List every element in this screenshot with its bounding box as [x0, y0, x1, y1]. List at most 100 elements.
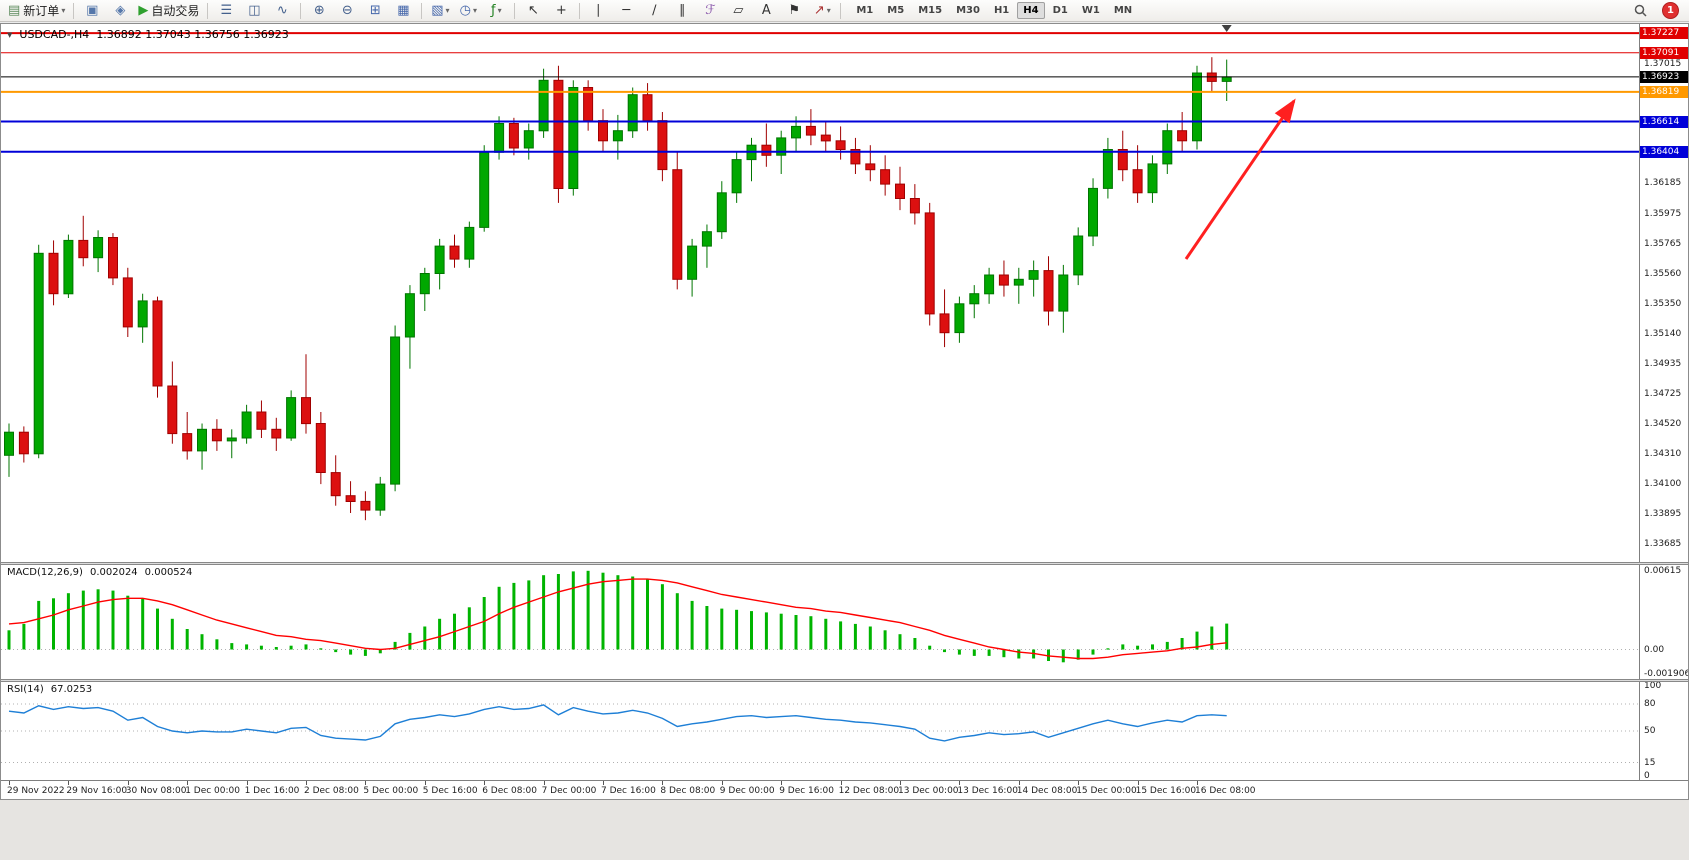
horizontal-line-tool-icon: ─	[622, 3, 631, 18]
rsi-label: RSI(14)	[7, 684, 44, 695]
time-axis-label: 15 Dec 00:00	[1076, 786, 1137, 796]
toolbar-separator	[73, 2, 75, 19]
zoom-out-icon: ⊖	[341, 3, 353, 18]
rsi-axis-label: 50	[1644, 726, 1656, 736]
price-axis-label: 1.34100	[1644, 479, 1682, 490]
time-axis-label: 8 Dec 08:00	[660, 786, 716, 796]
price-axis-label: 1.33895	[1644, 508, 1682, 519]
notification-badge[interactable]: 1	[1662, 2, 1679, 19]
price-axis-label: 1.34725	[1644, 389, 1682, 399]
vertical-line-tool-button[interactable]: ∣	[585, 0, 611, 21]
tile-windows-button[interactable]: ⊞	[362, 0, 388, 21]
timeframe-d1-button[interactable]: D1	[1052, 5, 1068, 16]
time-axis-tick	[603, 781, 604, 785]
fibonacci-tool-button[interactable]: ℱ	[697, 0, 723, 21]
time-axis-tick	[484, 781, 486, 785]
time-axis-label: 16 Dec 08:00	[1195, 786, 1256, 796]
fibonacci-tool-icon: ℱ	[705, 3, 716, 18]
timeframe-m15-button[interactable]: M15	[918, 5, 943, 16]
search-button[interactable]	[1627, 0, 1653, 21]
timeframe-w1-button[interactable]: W1	[1081, 5, 1100, 16]
text-tool-button[interactable]: A	[753, 0, 779, 21]
macd-plot-svg[interactable]	[1, 565, 1639, 679]
macd-panel[interactable]: MACD(12,26,9) 0.002024 0.000524	[1, 565, 1639, 679]
text-tool-icon: A	[761, 3, 771, 18]
collapse-triangle-icon[interactable]: ▼	[7, 30, 13, 39]
panel-divider[interactable]	[1, 562, 1688, 565]
time-axis-tick	[1197, 781, 1198, 785]
price-axis[interactable]: 1.372231.370151.361851.359751.357651.355…	[1639, 24, 1688, 562]
candlestick-chart-type-button[interactable]: ◫	[241, 0, 267, 21]
timeframe-m1-button[interactable]: M1	[856, 5, 874, 16]
time-axis-label: 6 Dec 08:00	[482, 786, 537, 796]
trendline-tool-button[interactable]: ∕	[641, 0, 667, 21]
macd-signal-value: 0.000524	[144, 567, 193, 578]
autotrading-button[interactable]: ▶ 自动交易	[135, 0, 202, 21]
main-plot-svg[interactable]	[1, 24, 1639, 562]
charts-window-button[interactable]: ▣	[79, 0, 105, 21]
time-axis-tick	[246, 781, 248, 785]
arrows-tool-button[interactable]: ↗ ▾	[809, 0, 835, 21]
crosshair-tool-button[interactable]: +	[548, 0, 574, 21]
line-chart-type-button[interactable]: ∿	[269, 0, 295, 21]
window-bottom-area	[0, 800, 1689, 860]
price-axis-label: 1.36185	[1644, 178, 1682, 189]
zoom-in-icon: ⊕	[313, 3, 325, 18]
timeframe-m30-button[interactable]: M30	[956, 5, 980, 16]
price-axis-label: 1.33685	[1644, 539, 1682, 549]
text-label-tool-button[interactable]: ⚑	[781, 0, 807, 21]
line-chart-type-icon: ∿	[276, 3, 288, 18]
time-axis-label: 2 Dec 08:00	[304, 786, 359, 796]
macd-signal-line	[8, 578, 1227, 660]
timeframe-h4-button[interactable]: H4	[1017, 2, 1045, 19]
timeframe-mn-button[interactable]: MN	[1113, 5, 1133, 16]
zoom-out-button[interactable]: ⊖	[334, 0, 360, 21]
channel-tool-icon: ∥	[679, 3, 686, 18]
toolbar-right: 1	[1626, 0, 1685, 21]
main-chart-panel[interactable]: ▼ USDCAD-,H4 1.36892 1.37043 1.36756 1.3…	[1, 24, 1639, 562]
price-tag: 1.36614	[1640, 115, 1688, 128]
rsi-panel[interactable]: RSI(14) 67.0253	[1, 682, 1639, 780]
time-axis-tick	[781, 781, 783, 785]
channel-tool-button[interactable]: ∥	[669, 0, 695, 21]
time-axis-tick	[9, 781, 10, 785]
price-axis-label: 1.34520	[1644, 418, 1682, 429]
new-chart-icon: ▧	[431, 3, 444, 18]
price-tag: 1.36404	[1640, 145, 1688, 158]
timeframe-m5-button[interactable]: M5	[887, 5, 905, 16]
new-order-button[interactable]: ▤ 新订单 ▾	[5, 0, 68, 21]
macd-axis-label: -0.001906	[1644, 669, 1688, 679]
bar-chart-type-button[interactable]: ☰	[213, 0, 239, 21]
chevron-down-icon: ▾	[473, 6, 478, 15]
arrows-tool-icon: ↗	[813, 3, 825, 18]
new-chart-button[interactable]: ▧ ▾	[427, 0, 453, 21]
price-axis-label: 1.35140	[1644, 329, 1682, 340]
tile-windows-icon: ⊞	[369, 3, 381, 18]
indicators-button[interactable]: ƒ ▾	[483, 0, 509, 21]
auto-arrange-button[interactable]: ▦	[390, 0, 416, 21]
timeframe-h1-button[interactable]: H1	[993, 5, 1010, 16]
time-axis-label: 15 Dec 16:00	[1135, 786, 1197, 796]
chevron-down-icon: ▾	[826, 6, 831, 15]
time-axis-label: 1 Dec 16:00	[244, 786, 300, 796]
horizontal-line-tool-button[interactable]: ─	[613, 0, 639, 21]
horizontal-lines-layer	[1, 32, 1639, 153]
chevron-down-icon: ▾	[497, 6, 502, 15]
rsi-axis-label: 15	[1644, 757, 1656, 768]
cursor-tool-button[interactable]: ↖	[520, 0, 546, 21]
price-tag: 1.36819	[1640, 85, 1688, 98]
news-icon: ◈	[115, 3, 126, 18]
rsi-plot-svg[interactable]	[1, 682, 1639, 780]
profiles-button[interactable]: ◷ ▾	[455, 0, 481, 21]
time-axis-tick	[959, 781, 961, 785]
shapes-tool-button[interactable]: ▱	[725, 0, 751, 21]
news-button[interactable]: ◈	[107, 0, 133, 21]
price-tag: 1.37227	[1640, 27, 1688, 40]
panel-divider-2[interactable]	[1, 679, 1688, 682]
time-axis-label: 1 Dec 00:00	[185, 786, 240, 796]
time-axis[interactable]: 29 Nov 2022 29 Nov 16:00 30 Nov 08:00 1 Dec…	[1, 780, 1688, 799]
time-axis-tick	[424, 781, 426, 785]
new-order-button-label: 新订单	[23, 4, 60, 18]
price-tag: 1.37091	[1640, 46, 1688, 59]
zoom-in-button[interactable]: ⊕	[306, 0, 332, 21]
